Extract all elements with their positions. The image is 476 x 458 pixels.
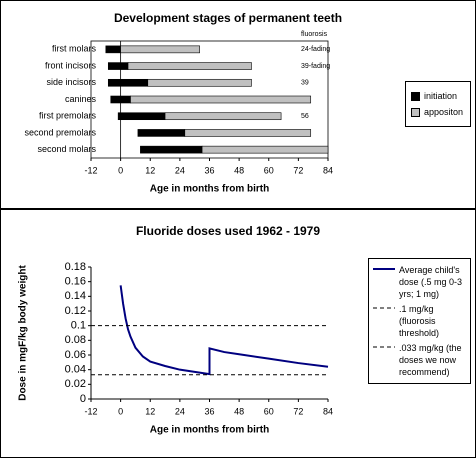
x-tick-label: 0 xyxy=(118,165,123,175)
bar xyxy=(130,95,312,104)
category-label: second premolars xyxy=(24,127,96,137)
x-tick-label: -12 xyxy=(84,165,97,175)
category-label: first molars xyxy=(52,44,97,54)
legend-item: appositon xyxy=(411,107,465,117)
category-label: first premolars xyxy=(39,111,97,121)
legend-item: .033 mg/kg (the doses we now recommend) xyxy=(373,342,466,378)
legend-swatch xyxy=(373,346,395,348)
bar xyxy=(184,129,312,137)
category-label: front incisors xyxy=(45,60,97,70)
x-tick-label: 84 xyxy=(323,165,333,175)
legend-swatch xyxy=(373,268,395,270)
legend-swatch xyxy=(373,307,395,309)
legend-label: Average child's dose (.5 mg 0-3 yrs; 1 m… xyxy=(399,265,463,299)
annotation-title: fluorosis xyxy=(301,31,328,38)
category-label: side incisors xyxy=(46,77,96,87)
legend-swatch xyxy=(411,107,420,117)
y-tick-label: 0 xyxy=(80,393,86,405)
y-tick-label: 0.12 xyxy=(65,305,86,317)
chart-title: Fluoride doses used 1962 - 1979 xyxy=(136,224,320,238)
y-tick-label: 0.02 xyxy=(65,378,86,390)
bar xyxy=(147,78,252,87)
annotation: 39 xyxy=(301,80,309,87)
x-tick-label: 84 xyxy=(323,406,333,416)
x-axis-label: Age in months from birth xyxy=(150,425,269,436)
x-tick-label: 60 xyxy=(264,165,274,175)
legend-label: .1 mg/kg (fluorosis threshold) xyxy=(399,304,440,338)
bar xyxy=(107,78,149,87)
divider xyxy=(1,208,475,210)
teeth-chart: Development stages of permanent teeth -12… xyxy=(24,11,342,195)
chart-title: Development stages of permanent teeth xyxy=(114,11,342,25)
x-tick-label: 24 xyxy=(175,406,185,416)
legend-label: appositon xyxy=(424,107,464,117)
x-tick-label: 36 xyxy=(204,165,214,175)
x-tick-label: 60 xyxy=(264,406,274,416)
y-tick-label: 0.16 xyxy=(65,276,86,288)
x-axis-label: Age in months from birth xyxy=(150,184,269,195)
y-tick-label: 0.08 xyxy=(65,334,86,346)
legend-item: initiation xyxy=(411,91,465,101)
y-tick-label: 0.06 xyxy=(65,349,86,361)
bar xyxy=(107,62,129,70)
y-tick-label: 0.14 xyxy=(65,290,86,302)
x-tick-label: 48 xyxy=(234,406,244,416)
legend: initiation appositon xyxy=(405,81,471,127)
x-tick-label: 0 xyxy=(118,406,123,416)
x-tick-label: 12 xyxy=(145,165,155,175)
legend-label: .033 mg/kg (the doses we now recommend) xyxy=(399,343,462,377)
bar xyxy=(164,112,282,121)
annotation: 39-fading xyxy=(301,63,330,70)
legend: Average child's dose (.5 mg 0-3 yrs; 1 m… xyxy=(368,258,471,384)
x-tick-label: 72 xyxy=(293,165,303,175)
legend-label: initiation xyxy=(424,91,458,101)
bar xyxy=(120,45,200,54)
y-axis-label: Dose in mgF/kg body weight xyxy=(18,265,29,401)
legend-item: .1 mg/kg (fluorosis threshold) xyxy=(373,303,466,339)
bar xyxy=(140,145,203,154)
category-label: second molars xyxy=(37,144,96,154)
x-tick-label: 48 xyxy=(234,165,244,175)
legend-item: Average child's dose (.5 mg 0-3 yrs; 1 m… xyxy=(373,264,466,300)
x-tick-label: 24 xyxy=(175,165,185,175)
y-tick-label: 0.18 xyxy=(65,261,86,273)
y-tick-label: 0.04 xyxy=(65,364,86,376)
bar xyxy=(110,95,131,104)
x-tick-label: 36 xyxy=(204,406,214,416)
category-label: canines xyxy=(65,94,97,104)
x-tick-label: 12 xyxy=(145,406,155,416)
bar xyxy=(105,45,121,54)
bar xyxy=(201,145,329,154)
annotation: 24-fading xyxy=(301,46,330,53)
legend-swatch xyxy=(411,91,420,101)
annotation: 56 xyxy=(301,113,309,120)
bar xyxy=(137,129,186,137)
y-tick-label: 0.1 xyxy=(71,320,86,332)
x-tick-label: -12 xyxy=(84,406,97,416)
x-tick-label: 72 xyxy=(293,406,303,416)
bar xyxy=(127,62,252,70)
fluoride-chart: Fluoride doses used 1962 - 1979 0 0.02 0.04… xyxy=(18,224,333,436)
line xyxy=(119,285,329,376)
bar xyxy=(117,112,166,121)
